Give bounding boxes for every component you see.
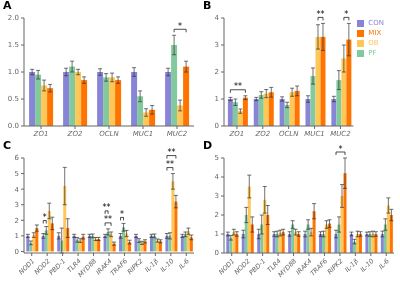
svg-text:PBD-1: PBD-1 [248,257,268,277]
svg-text:IL-10: IL-10 [159,257,176,274]
svg-text:*: * [43,213,47,222]
svg-text:NOD1: NOD1 [17,257,36,276]
svg-text:4: 4 [15,186,20,194]
svg-text:IL-6: IL-6 [377,257,391,271]
svg-text:0: 0 [215,122,219,130]
svg-text:**: ** [104,215,112,224]
svg-text:OCLN: OCLN [99,130,119,138]
svg-text:**: ** [103,203,111,212]
svg-text:4: 4 [215,173,220,181]
svg-text:ZO1: ZO1 [33,130,49,138]
svg-text:2.0: 2.0 [8,14,19,22]
svg-text:MUC1: MUC1 [304,130,325,138]
svg-text:OCLN: OCLN [279,130,299,138]
svg-text:0: 0 [215,249,219,257]
svg-text:4: 4 [215,14,220,22]
svg-text:MUC2: MUC2 [167,130,188,138]
svg-text:RIPK2: RIPK2 [126,257,145,276]
html-text:A: A [3,0,12,12]
svg-text:1.5: 1.5 [8,41,19,49]
html-text:MIX: MIX [368,29,382,37]
svg-text:PBD-1: PBD-1 [48,257,68,277]
svg-text:1: 1 [15,232,19,240]
svg-text:3: 3 [15,201,19,209]
svg-text:**: ** [316,10,324,19]
svg-text:IRAK4: IRAK4 [94,257,114,277]
svg-text:NOD2: NOD2 [32,257,52,277]
svg-text:MUC2: MUC2 [330,130,351,138]
svg-text:3: 3 [215,192,219,200]
svg-text:NOD1: NOD1 [217,257,236,276]
svg-text:ZO2: ZO2 [254,130,270,138]
svg-text:1: 1 [215,230,219,238]
svg-text:3: 3 [215,41,219,49]
svg-text:0.0: 0.0 [8,122,19,130]
svg-text:0.5: 0.5 [8,95,19,103]
svg-text:1: 1 [215,95,219,103]
svg-text:2: 2 [15,217,19,225]
html-text:OB: OB [368,39,379,47]
html-text:CON: CON [368,19,384,27]
svg-text:*: * [339,145,343,154]
html-text:B: B [203,0,212,12]
svg-text:5: 5 [15,170,19,178]
svg-text:IRAK4: IRAK4 [294,257,314,277]
svg-text:1.0: 1.0 [8,68,19,76]
svg-text:RIPK2: RIPK2 [326,257,345,276]
svg-text:TLR4: TLR4 [265,257,283,275]
svg-text:MUC1: MUC1 [133,130,154,138]
svg-text:MYD88: MYD88 [76,257,98,279]
svg-text:TLR4: TLR4 [65,257,83,275]
svg-text:**: ** [166,160,174,169]
svg-text:*: * [344,10,348,19]
svg-text:IL-1β: IL-1β [143,257,160,274]
svg-text:2: 2 [215,211,219,219]
svg-text:5: 5 [215,154,219,162]
svg-text:*: * [120,210,124,219]
svg-text:**: ** [234,82,242,91]
svg-text:NOD2: NOD2 [232,257,252,277]
svg-text:TRAF6: TRAF6 [309,257,329,277]
svg-text:*: * [178,22,182,31]
svg-text:ZO2: ZO2 [67,130,83,138]
svg-text:ZO1: ZO1 [229,130,245,138]
svg-text:**: ** [167,148,175,157]
svg-text:IL-10: IL-10 [359,257,376,274]
svg-text:2: 2 [215,68,219,76]
html-text:D: D [203,139,213,152]
svg-text:IL-1β: IL-1β [343,257,360,274]
svg-text:IL-6: IL-6 [177,257,191,271]
svg-text:MYD88: MYD88 [276,257,298,279]
svg-text:TRAF6: TRAF6 [109,257,129,277]
svg-text:6: 6 [15,154,20,162]
html-text:PF: PF [368,49,377,57]
html-text:C: C [3,139,12,152]
svg-text:0: 0 [15,248,19,256]
